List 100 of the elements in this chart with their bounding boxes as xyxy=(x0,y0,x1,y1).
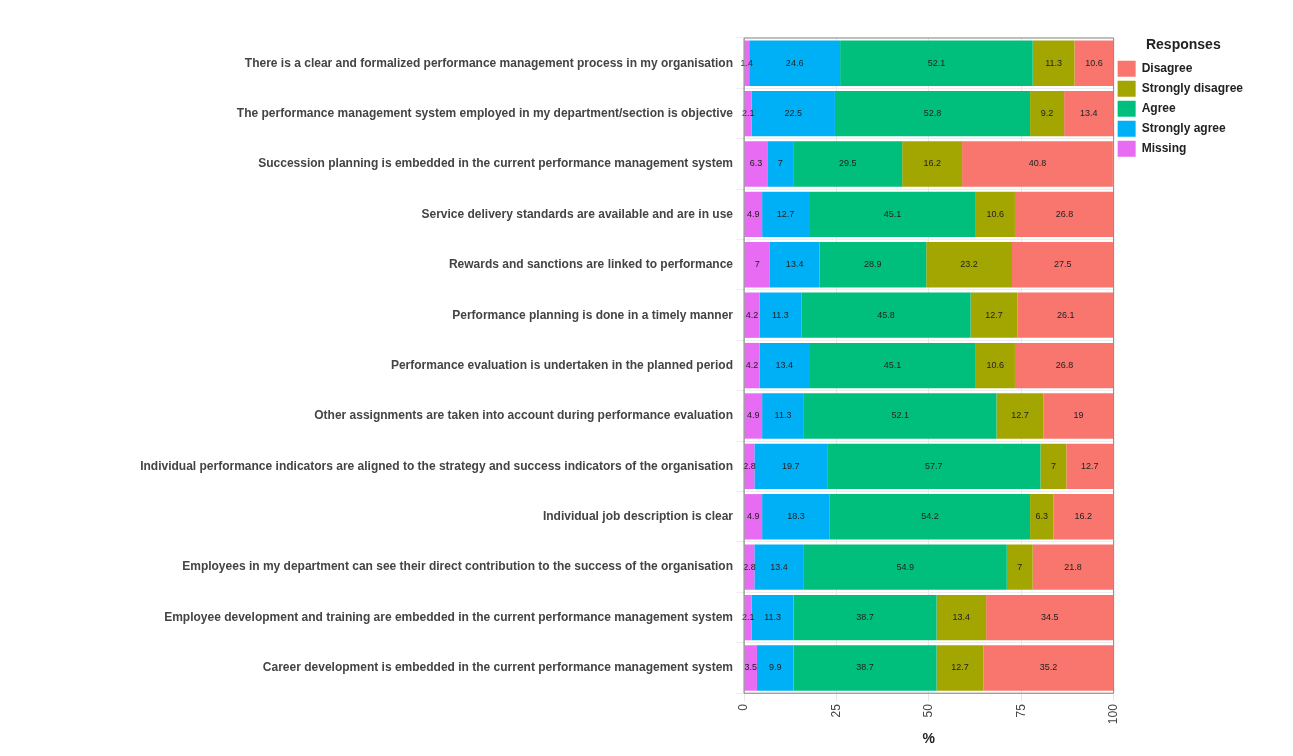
data-label: 52.1 xyxy=(891,410,909,421)
bar xyxy=(1030,494,1054,540)
bar xyxy=(962,141,1113,187)
x-tick-label: 100 xyxy=(1105,703,1120,725)
x-axis-title: % xyxy=(922,730,936,747)
data-label: 4.2 xyxy=(745,360,759,371)
data-label: 22.5 xyxy=(784,108,803,119)
bar xyxy=(744,292,760,338)
bar xyxy=(762,393,804,439)
data-label: 45.1 xyxy=(883,360,902,371)
y-tick-label: Succession planning is embedded in the current performance management system xyxy=(258,156,733,171)
x-tick-label: 50 xyxy=(921,703,936,718)
data-label: 7 xyxy=(1050,460,1056,471)
y-tick-label: Individual job description is clear xyxy=(542,509,734,524)
data-label: 10.6 xyxy=(986,360,1005,371)
bar xyxy=(819,242,927,288)
data-label: 12.7 xyxy=(776,208,795,219)
data-label: 11.3 xyxy=(771,309,789,320)
y-tick-label: Other assignments are taken into account during performance evaluation xyxy=(314,408,733,423)
bar xyxy=(1014,342,1114,389)
bar xyxy=(744,393,763,439)
bar xyxy=(744,494,763,540)
data-label: 45.8 xyxy=(877,309,895,320)
data-label: 29.5 xyxy=(838,158,857,169)
bar xyxy=(936,594,987,641)
bar xyxy=(809,191,976,238)
bar xyxy=(759,342,810,389)
bar xyxy=(926,242,1012,288)
data-label: 24.6 xyxy=(785,57,804,68)
data-label: 16.2 xyxy=(1074,511,1093,522)
bar xyxy=(1053,494,1114,540)
bar xyxy=(793,141,903,187)
bar xyxy=(756,645,794,691)
data-label: 13.4 xyxy=(785,259,804,270)
bar xyxy=(769,242,820,288)
bar xyxy=(827,443,1041,490)
bar xyxy=(809,342,976,389)
data-label: 40.8 xyxy=(1028,158,1047,169)
bar xyxy=(1014,191,1114,238)
y-tick-label: Performance evaluation is undertaken in the planned period xyxy=(390,357,733,372)
bar xyxy=(970,292,1018,338)
data-label: 6.3 xyxy=(749,158,763,169)
legend-label: Agree xyxy=(1141,101,1176,116)
data-label: 3.5 xyxy=(744,662,757,673)
bar xyxy=(829,494,1031,540)
data-label: 54.2 xyxy=(921,511,939,522)
bar xyxy=(936,645,984,691)
data-label: 52.8 xyxy=(923,108,942,119)
bar xyxy=(754,544,804,590)
bar xyxy=(793,594,937,641)
data-label: 11.3 xyxy=(1045,57,1062,68)
data-label: 13.4 xyxy=(770,561,788,572)
data-label: 26.1 xyxy=(1057,309,1075,320)
data-label: 13.4 xyxy=(1080,108,1098,119)
data-label: 4.9 xyxy=(747,511,760,522)
bar xyxy=(902,141,963,187)
bar xyxy=(983,645,1114,691)
bar xyxy=(975,191,1015,238)
data-label: 23.2 xyxy=(960,259,978,270)
data-label: 18.3 xyxy=(787,511,805,522)
bar xyxy=(762,494,830,540)
bar xyxy=(1043,393,1114,439)
data-label: 27.5 xyxy=(1054,259,1072,270)
y-tick-label: Performance planning is done in a timely manner xyxy=(452,307,734,322)
legend-label: Strongly disagree xyxy=(1141,81,1244,96)
data-label: 19 xyxy=(1073,410,1084,421)
data-label: 7 xyxy=(754,259,760,270)
data-label: 4.9 xyxy=(747,208,760,219)
y-tick-label: The performance management system employed in my department/section is objective xyxy=(236,105,734,120)
bar xyxy=(840,40,1033,86)
y-tick-label: There is a clear and formalized performance management process in my organisation xyxy=(244,55,733,70)
bar xyxy=(975,342,1015,389)
data-label: 12.7 xyxy=(1011,410,1029,421)
data-label: 45.1 xyxy=(883,208,902,219)
bar xyxy=(744,242,770,288)
bar xyxy=(996,393,1044,439)
x-tick-label: 25 xyxy=(828,703,843,718)
bar xyxy=(834,90,1031,137)
bar xyxy=(744,141,768,187)
data-label: 21.8 xyxy=(1064,561,1082,572)
data-label: 12.7 xyxy=(985,309,1003,320)
y-tick-label: Employees in my department can see their direct contribution to the success of the organisation xyxy=(182,559,733,574)
bar xyxy=(1032,40,1075,86)
data-label: 57.7 xyxy=(925,460,943,471)
data-label: 52.1 xyxy=(927,57,946,68)
data-label: 7 xyxy=(777,158,783,169)
data-label: 13.4 xyxy=(775,360,794,371)
bar xyxy=(1032,544,1114,590)
bar xyxy=(1030,90,1065,137)
data-label: 38.7 xyxy=(856,662,874,673)
data-label: 10.6 xyxy=(986,208,1005,219)
data-label: 11.3 xyxy=(774,410,792,421)
data-label: 4.9 xyxy=(747,410,760,421)
bar xyxy=(744,342,760,389)
data-label: 9.2 xyxy=(1040,108,1054,119)
bar xyxy=(1017,292,1114,338)
bar xyxy=(1074,40,1114,86)
legend-label: Strongly agree xyxy=(1141,121,1226,136)
data-label: 12.7 xyxy=(1081,460,1099,471)
bar xyxy=(803,393,997,439)
